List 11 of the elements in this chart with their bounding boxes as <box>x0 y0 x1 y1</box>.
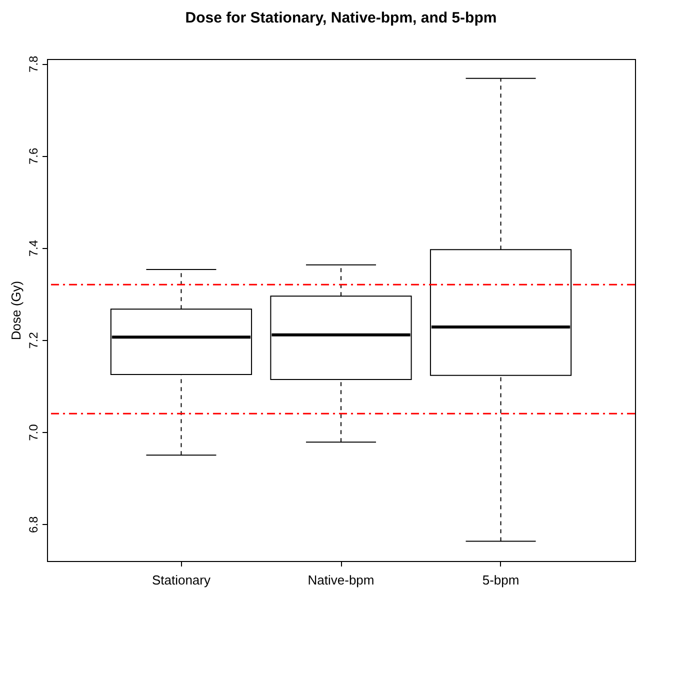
chart-title: Dose for Stationary, Native-bpm, and 5-bpm <box>185 9 497 26</box>
y-tick-label: 7.2 <box>26 332 40 349</box>
x-tick-label: Stationary <box>152 572 211 588</box>
x-tick-label: Native-bpm <box>308 572 374 588</box>
y-tick-label: 7.8 <box>26 55 40 72</box>
y-axis-title: Dose (Gy) <box>8 280 24 340</box>
y-tick-label: 7.0 <box>26 424 40 441</box>
x-tick-label: 5-bpm <box>482 572 520 588</box>
y-tick-label: 7.6 <box>26 148 40 165</box>
y-tick-label: 7.4 <box>26 240 40 257</box>
y-tick-label: 6.8 <box>26 516 40 533</box>
